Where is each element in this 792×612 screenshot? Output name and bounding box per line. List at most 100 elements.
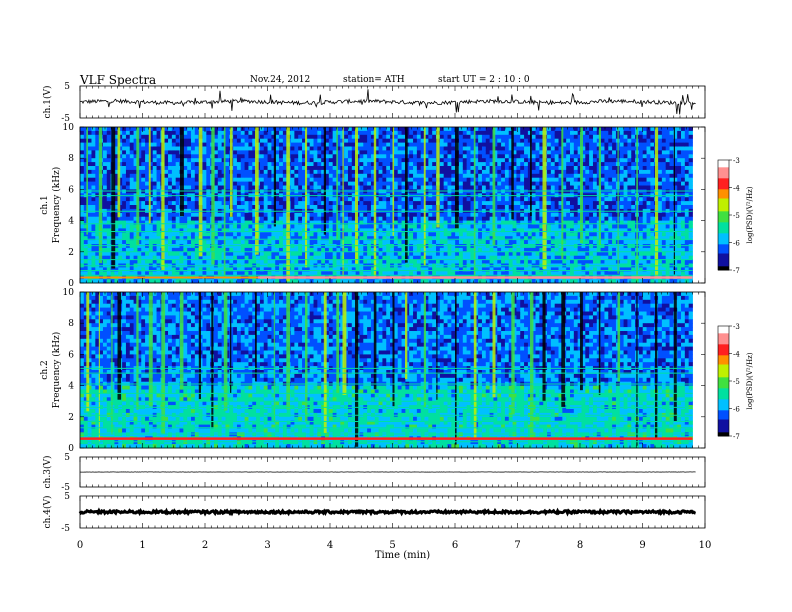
sp1-cell — [501, 271, 506, 276]
sp1-cell — [336, 244, 341, 249]
sp1-cell — [191, 212, 196, 218]
sp1-cell — [225, 142, 230, 147]
sp1-cell — [275, 247, 280, 253]
sp1-cell — [252, 169, 257, 175]
sp1-cell — [118, 189, 123, 194]
sp1-cell — [102, 205, 108, 210]
sp1-cell — [424, 259, 429, 264]
sp1-cell — [129, 177, 134, 182]
sp1-cell — [240, 279, 246, 284]
sp1-cell — [152, 146, 157, 151]
sp1-cell — [233, 247, 238, 253]
sp1-cell — [535, 255, 540, 260]
sp1-cell — [462, 232, 468, 237]
sp1-cell — [547, 189, 552, 194]
sp1-cell — [294, 154, 299, 159]
sp1-cell — [359, 255, 364, 260]
sp1-cell — [217, 138, 223, 143]
sp1-cell — [87, 251, 92, 257]
sp1-cell — [439, 259, 445, 264]
sp1-cell — [152, 240, 157, 245]
sp1-cell — [145, 224, 150, 229]
sp1-cell — [217, 177, 223, 182]
sp1-cell — [382, 255, 387, 260]
sp1-cell — [95, 134, 100, 140]
sp1-cell — [554, 220, 559, 225]
sp1-cell — [83, 134, 89, 140]
sp1-cell — [114, 189, 119, 194]
sp1-cell — [152, 130, 157, 136]
sp1-cell — [236, 127, 242, 132]
sp1-cell — [332, 181, 337, 186]
sp1-cell — [106, 247, 112, 253]
sp1-cell — [485, 162, 491, 167]
sp1-cell — [263, 166, 268, 171]
sp1-cell — [175, 232, 180, 237]
sp1-cell — [191, 197, 196, 202]
sp1-cell — [263, 154, 268, 159]
sp1-cell — [106, 279, 112, 284]
sp1-cell — [305, 201, 311, 206]
sp1-cell — [447, 224, 452, 229]
sp1-cell — [386, 185, 391, 190]
sp1-cell — [321, 169, 326, 175]
sp1-cell — [175, 154, 180, 159]
sp1-cell — [397, 150, 402, 155]
sp1-cell — [535, 240, 540, 245]
sp1-cell — [317, 259, 322, 264]
sp1-cell — [409, 130, 414, 136]
sp1-cell — [374, 177, 379, 182]
sp1-cell — [168, 216, 173, 221]
sp1-cell — [275, 259, 280, 264]
sp1-cell — [547, 240, 552, 245]
sp1-cell — [489, 146, 494, 151]
sp1-cell — [290, 130, 295, 136]
sp1-cell — [80, 236, 85, 241]
sp1-cell — [382, 169, 387, 175]
sp1-cell — [202, 267, 207, 272]
sp1-cell — [271, 197, 276, 202]
sp1-cell — [458, 205, 464, 210]
sp1-cell — [240, 162, 246, 167]
sp1-cell — [171, 166, 177, 171]
sp1-cell — [462, 189, 468, 194]
sp1-cell — [501, 150, 506, 155]
sp1-cell — [516, 255, 521, 260]
sp1-cell — [451, 271, 456, 276]
sp1-cell — [401, 236, 406, 241]
sp1-cell — [439, 197, 445, 202]
sp1-cell — [156, 224, 161, 229]
sp1-cell — [336, 158, 341, 163]
sp1-cell — [393, 177, 399, 182]
sp1-cell — [535, 138, 540, 143]
ch1-trace — [79, 89, 696, 115]
sp1-cell — [470, 236, 475, 241]
sp1-cell — [263, 189, 268, 194]
sp1-cell — [183, 138, 188, 143]
sp1-cell — [547, 146, 552, 151]
sp1-cell — [397, 228, 402, 233]
sp1-cell — [458, 162, 464, 167]
sp1-cell — [524, 189, 529, 194]
sp1-cell — [336, 259, 341, 264]
sp1-cell — [401, 201, 406, 206]
sp1-cell — [531, 189, 536, 194]
sp1-cell — [206, 279, 211, 284]
sp1-cell — [386, 177, 391, 182]
sp1-cell — [244, 134, 249, 140]
sp1-cell — [397, 169, 402, 175]
sp1-cell — [236, 255, 242, 260]
sp1-cell — [504, 259, 510, 264]
sp1-cell — [259, 251, 265, 257]
sp1-cell — [225, 173, 230, 179]
sp1-cell — [436, 232, 441, 237]
sp1-cell — [466, 228, 471, 233]
sp1-cell — [539, 166, 544, 171]
sp1-cell — [317, 142, 322, 147]
sp1-cell — [87, 173, 92, 179]
sp1-cell — [302, 169, 307, 175]
sp1-cell — [554, 189, 559, 194]
sp1-cell — [168, 279, 173, 284]
sp1-cell — [152, 189, 157, 194]
sp1-cell — [148, 244, 154, 249]
